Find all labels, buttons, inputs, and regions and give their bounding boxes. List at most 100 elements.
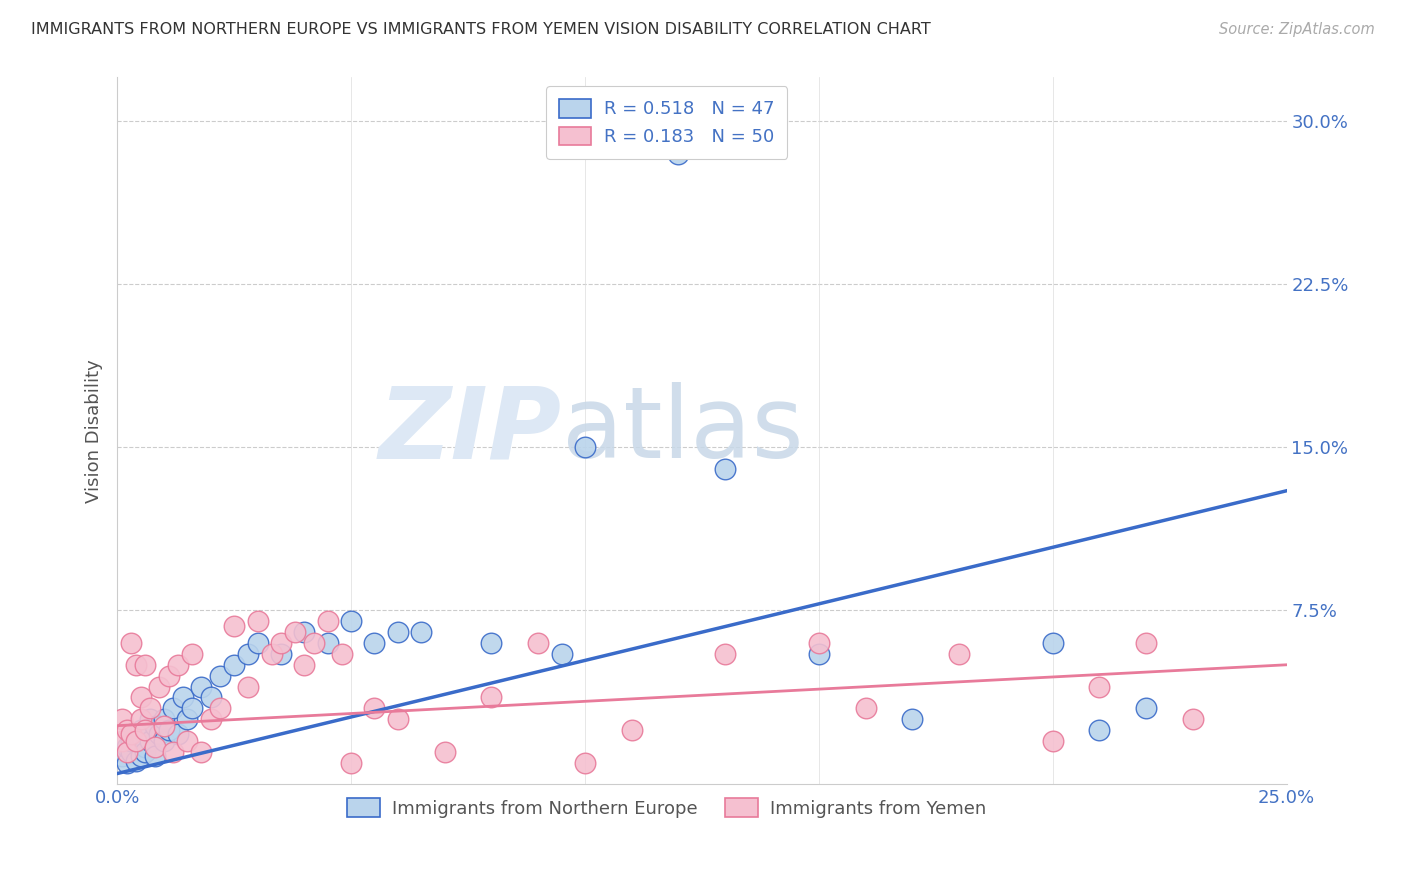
Point xyxy=(134,745,156,759)
Point xyxy=(153,712,176,726)
Point xyxy=(120,636,142,650)
Point xyxy=(176,712,198,726)
Point xyxy=(120,745,142,759)
Point xyxy=(340,614,363,628)
Point xyxy=(167,657,190,672)
Point xyxy=(330,647,353,661)
Point xyxy=(224,657,246,672)
Point xyxy=(1135,636,1157,650)
Point xyxy=(1088,680,1111,694)
Point xyxy=(292,625,315,640)
Point xyxy=(292,657,315,672)
Point xyxy=(387,625,409,640)
Point xyxy=(363,701,385,715)
Point xyxy=(115,745,138,759)
Point xyxy=(111,734,134,748)
Y-axis label: Vision Disability: Vision Disability xyxy=(86,359,103,503)
Point xyxy=(125,727,148,741)
Point xyxy=(901,712,924,726)
Point xyxy=(134,723,156,737)
Point xyxy=(115,756,138,770)
Point xyxy=(148,680,170,694)
Point xyxy=(125,754,148,768)
Point xyxy=(111,712,134,726)
Point xyxy=(176,734,198,748)
Point xyxy=(1088,723,1111,737)
Point xyxy=(302,636,325,650)
Point xyxy=(224,618,246,632)
Point xyxy=(209,701,232,715)
Text: ZIP: ZIP xyxy=(378,383,561,479)
Point xyxy=(246,614,269,628)
Point xyxy=(340,756,363,770)
Point xyxy=(479,636,502,650)
Point xyxy=(139,734,162,748)
Point xyxy=(855,701,877,715)
Point xyxy=(181,647,204,661)
Point xyxy=(115,740,138,755)
Point xyxy=(129,690,152,705)
Point xyxy=(153,734,176,748)
Point xyxy=(284,625,307,640)
Point xyxy=(270,636,292,650)
Point xyxy=(363,636,385,650)
Point xyxy=(129,712,152,726)
Point xyxy=(125,734,148,748)
Point xyxy=(246,636,269,650)
Point xyxy=(167,727,190,741)
Point xyxy=(209,668,232,682)
Point xyxy=(1042,734,1064,748)
Point xyxy=(316,614,339,628)
Point xyxy=(574,756,596,770)
Text: Source: ZipAtlas.com: Source: ZipAtlas.com xyxy=(1219,22,1375,37)
Point xyxy=(120,727,142,741)
Point xyxy=(387,712,409,726)
Point xyxy=(190,745,212,759)
Point xyxy=(139,712,162,726)
Point xyxy=(238,647,260,661)
Point xyxy=(143,719,166,733)
Point xyxy=(115,723,138,737)
Point xyxy=(620,723,643,737)
Point xyxy=(550,647,572,661)
Point xyxy=(948,647,970,661)
Point xyxy=(190,680,212,694)
Point xyxy=(181,701,204,715)
Point xyxy=(134,657,156,672)
Point xyxy=(714,462,737,476)
Point xyxy=(162,701,184,715)
Point xyxy=(807,636,830,650)
Point xyxy=(411,625,433,640)
Point xyxy=(238,680,260,694)
Legend: Immigrants from Northern Europe, Immigrants from Yemen: Immigrants from Northern Europe, Immigra… xyxy=(340,791,994,825)
Point xyxy=(260,647,283,661)
Point xyxy=(1042,636,1064,650)
Point xyxy=(143,749,166,764)
Point xyxy=(200,690,222,705)
Text: atlas: atlas xyxy=(561,383,803,479)
Point xyxy=(143,740,166,755)
Point xyxy=(148,727,170,741)
Point xyxy=(316,636,339,650)
Point xyxy=(1135,701,1157,715)
Point xyxy=(139,701,162,715)
Point xyxy=(111,749,134,764)
Point xyxy=(527,636,550,650)
Point xyxy=(574,440,596,454)
Point xyxy=(134,740,156,755)
Point xyxy=(270,647,292,661)
Point xyxy=(200,712,222,726)
Point xyxy=(172,690,194,705)
Point xyxy=(125,657,148,672)
Text: IMMIGRANTS FROM NORTHERN EUROPE VS IMMIGRANTS FROM YEMEN VISION DISABILITY CORRE: IMMIGRANTS FROM NORTHERN EUROPE VS IMMIG… xyxy=(31,22,931,37)
Point xyxy=(157,668,180,682)
Point xyxy=(157,723,180,737)
Point xyxy=(714,647,737,661)
Point xyxy=(162,745,184,759)
Point xyxy=(479,690,502,705)
Point xyxy=(433,745,456,759)
Point xyxy=(120,734,142,748)
Point xyxy=(1182,712,1205,726)
Point xyxy=(153,719,176,733)
Point xyxy=(129,723,152,737)
